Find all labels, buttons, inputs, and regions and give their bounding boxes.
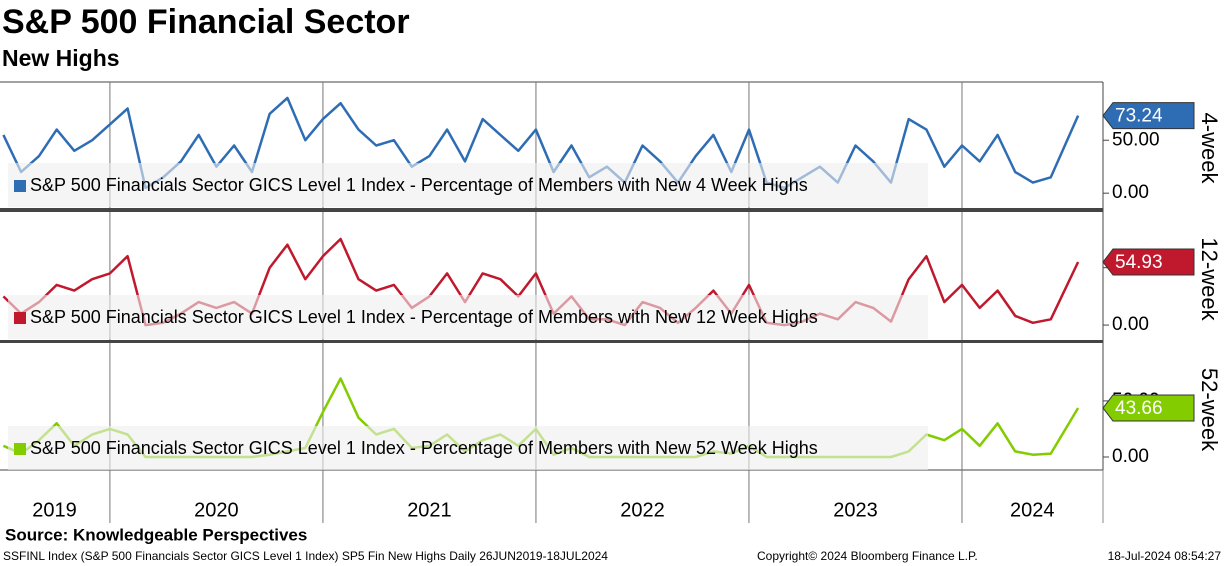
y-tick-label: 0.00 (1112, 314, 1149, 335)
panel-label: 4-week (1197, 113, 1222, 185)
footer-copyright: Copyright© 2024 Bloomberg Finance L.P. (757, 549, 978, 563)
legend-box (8, 295, 928, 339)
y-tick-label: 50.00 (1112, 129, 1160, 150)
legend-swatch (14, 312, 26, 324)
last-value-box (1102, 102, 1195, 130)
panel-divider (0, 340, 1103, 343)
x-tick-label: 2019 (32, 499, 77, 521)
legend-box (8, 426, 928, 470)
last-value-box (1102, 248, 1195, 276)
source: Source: Knowledgeable Perspectives (5, 525, 307, 544)
legend-label: S&P 500 Financials Sector GICS Level 1 I… (30, 175, 808, 195)
x-tick-label: 2024 (1010, 499, 1055, 521)
x-tick-label: 2023 (833, 499, 878, 521)
x-tick-label: 2022 (620, 499, 665, 521)
footer-description: SSFINL Index (S&P 500 Financials Sector … (3, 549, 608, 563)
footer-timestamp: 18-Jul-2024 08:54:27 (1108, 549, 1222, 563)
panel-label: 12-week (1197, 237, 1222, 321)
chart-title: S&P 500 Financial Sector (2, 3, 410, 41)
legend-swatch (14, 180, 26, 192)
x-tick-label: 2020 (194, 499, 239, 521)
last-value-label: 73.24 (1115, 106, 1163, 127)
legend-label: S&P 500 Financials Sector GICS Level 1 I… (30, 438, 818, 458)
last-value-label: 43.66 (1115, 398, 1163, 419)
panel-label: 52-week (1197, 368, 1222, 452)
last-value-box (1102, 394, 1195, 422)
chart-subtitle: New Highs (2, 45, 120, 71)
legend-box (8, 163, 928, 207)
panel-divider (0, 208, 1103, 212)
x-tick-label: 2021 (407, 499, 452, 521)
legend-label: S&P 500 Financials Sector GICS Level 1 I… (30, 307, 818, 327)
y-tick-label: 0.00 (1112, 446, 1149, 467)
y-tick-label: 0.00 (1112, 182, 1149, 203)
legend-swatch (14, 443, 26, 455)
last-value-label: 54.93 (1115, 252, 1163, 273)
